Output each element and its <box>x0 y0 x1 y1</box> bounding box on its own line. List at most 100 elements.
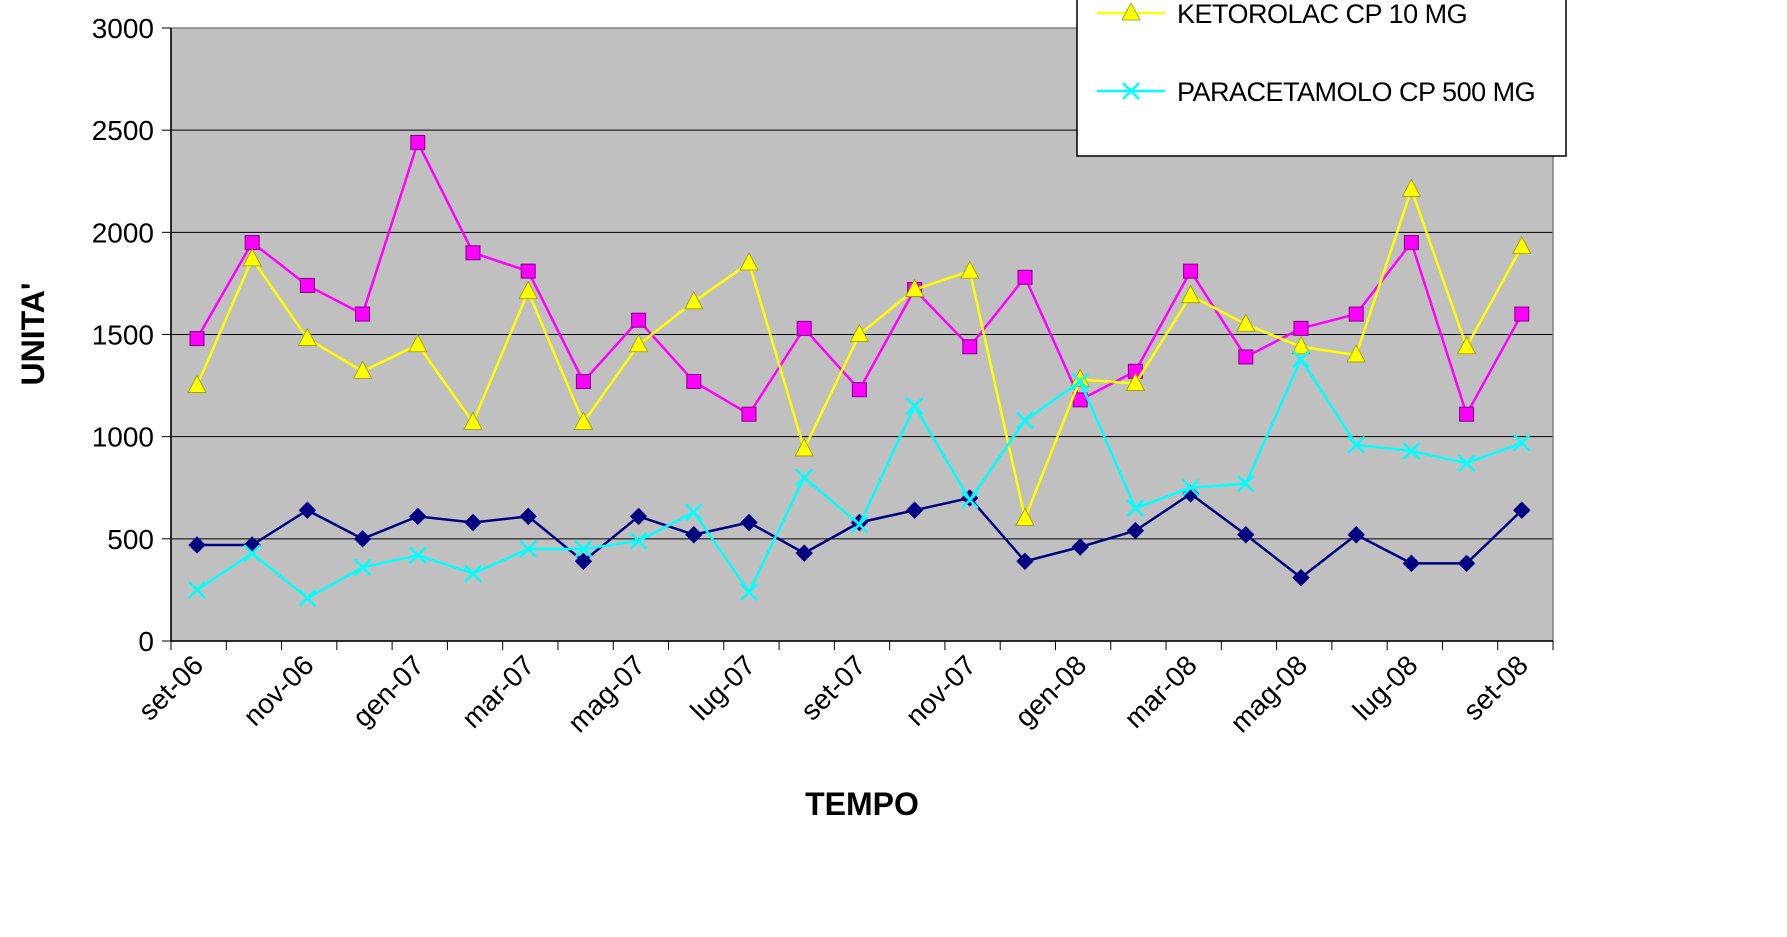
data-point-x <box>298 589 317 607</box>
data-point-square <box>686 373 702 389</box>
data-point-x <box>353 558 372 577</box>
data-point-square <box>741 406 757 422</box>
y-axis: 0 500 1000 1500 2000 2500 3000 <box>92 13 172 657</box>
series-2 <box>189 134 1530 422</box>
data-point-triangle <box>352 360 373 379</box>
data-point-diamond <box>574 552 593 571</box>
data-point-square <box>520 263 536 279</box>
data-point-x <box>1181 478 1200 497</box>
data-point-x <box>408 546 427 565</box>
y-tick-label: 2000 <box>92 217 154 248</box>
data-point-triangle <box>297 327 318 346</box>
data-point-square <box>962 339 978 355</box>
data-point-x <box>243 544 262 563</box>
y-tick-label: 1500 <box>92 320 154 351</box>
data-point-x <box>629 531 648 550</box>
data-point-diamond <box>188 536 206 554</box>
y-axis-label: UNITA' <box>15 283 51 386</box>
data-point-square <box>355 306 371 322</box>
data-point-x <box>740 583 758 601</box>
data-point-square <box>1017 269 1033 285</box>
data-point-diamond <box>1513 501 1531 519</box>
data-point-x <box>188 581 206 599</box>
data-point-square <box>796 320 812 336</box>
data-point-diamond <box>1237 526 1255 544</box>
data-point-x <box>1512 433 1531 452</box>
data-point-diamond <box>1347 526 1365 544</box>
data-point-x <box>795 468 814 487</box>
data-point-square <box>465 245 481 261</box>
data-point-square <box>1238 349 1254 365</box>
data-point-x <box>850 515 869 534</box>
series-4 <box>188 350 1531 607</box>
data-point-diamond <box>353 530 372 548</box>
data-point-square <box>1459 406 1475 422</box>
data-point-x <box>1122 82 1140 100</box>
data-point-diamond <box>409 507 427 526</box>
data-point-diamond <box>464 513 482 532</box>
data-point-triangle <box>187 374 207 393</box>
series-layer <box>187 134 1532 607</box>
data-point-triangle <box>1346 344 1366 363</box>
x-tick-label: mag-08 <box>1224 649 1313 738</box>
data-point-x <box>905 397 924 415</box>
data-point-x <box>574 540 593 558</box>
data-point-triangle <box>904 278 925 297</box>
data-point-triangle <box>794 438 814 457</box>
legend-entry: KETOROLAC CP 10 MG <box>1097 0 1468 29</box>
y-tick-label: 1000 <box>92 422 154 453</box>
data-point-square <box>575 373 591 389</box>
x-axis: set-06 nov-06 gen-07 mar-07 mag-07 lug-07 set-… <box>132 640 1554 738</box>
data-point-x <box>1236 474 1255 493</box>
data-point-x <box>464 564 482 583</box>
data-point-diamond <box>740 513 758 532</box>
y-tick-label: 2500 <box>92 115 154 146</box>
legend-label: KETOROLAC CP 10 MG <box>1177 0 1467 29</box>
data-point-diamond <box>298 501 317 519</box>
legend-box <box>1076 0 1567 157</box>
data-point-triangle <box>1401 178 1422 197</box>
data-point-x <box>1016 411 1034 430</box>
x-tick-label: set-06 <box>132 649 209 726</box>
x-tick-label: mag-07 <box>562 649 651 738</box>
legend-entry: PARACETAMOLO CP 500 MG <box>1097 77 1536 107</box>
data-point-diamond <box>795 544 813 562</box>
data-point-x <box>1126 499 1145 518</box>
data-point-diamond <box>1457 554 1476 573</box>
data-point-diamond <box>1016 552 1034 571</box>
data-point-triangle <box>849 323 870 342</box>
x-tick-label: mar-08 <box>1118 649 1203 734</box>
data-point-triangle <box>628 333 649 353</box>
y-tick-label: 3000 <box>92 13 154 44</box>
data-point-triangle <box>684 290 704 310</box>
data-point-diamond <box>1292 568 1310 587</box>
data-point-square <box>410 134 426 150</box>
data-point-triangle <box>1456 335 1477 355</box>
x-tick-label: set-08 <box>1457 649 1534 726</box>
data-point-triangle <box>1236 313 1256 332</box>
data-point-diamond <box>685 526 703 544</box>
data-point-triangle <box>1125 372 1146 391</box>
data-point-diamond <box>905 501 924 519</box>
data-point-diamond <box>1126 521 1145 540</box>
data-point-triangle <box>518 280 538 299</box>
data-point-triangle <box>1291 335 1311 355</box>
x-tick-label: set-07 <box>795 649 872 726</box>
x-tick-label: gen-07 <box>346 649 430 733</box>
data-point-square <box>631 312 647 328</box>
data-point-triangle <box>463 411 483 430</box>
legend-label: PARACETAMOLO CP 500 MG <box>1177 77 1535 107</box>
data-point-x <box>1292 350 1310 368</box>
x-tick-label: lug-08 <box>1347 649 1424 726</box>
y-tick-label: 500 <box>107 524 154 555</box>
data-point-triangle <box>1121 2 1141 21</box>
data-point-triangle <box>573 411 594 430</box>
data-point-x <box>1347 435 1366 454</box>
data-point-x <box>960 491 979 509</box>
data-point-diamond <box>519 507 537 526</box>
x-tick-label: nov-07 <box>900 649 982 731</box>
y-tick-label: 0 <box>138 626 154 657</box>
data-point-triangle <box>960 260 980 279</box>
data-point-diamond <box>1402 554 1421 573</box>
